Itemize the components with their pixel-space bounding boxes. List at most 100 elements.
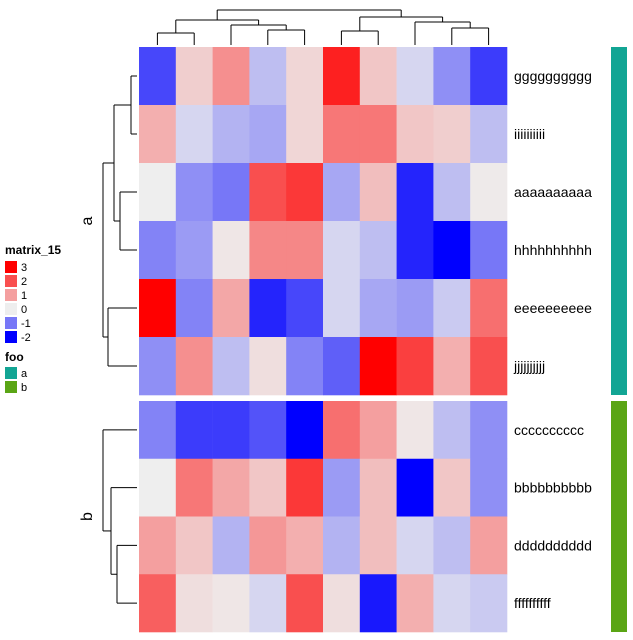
- row-group-label: b: [79, 512, 96, 521]
- heatmap-cell: [433, 574, 471, 633]
- row-label: ffffffffff: [514, 595, 551, 611]
- heatmap-cell: [286, 337, 324, 396]
- row-label: jjjjjjjjjj: [513, 358, 545, 374]
- heatmap-cell: [139, 574, 177, 633]
- heatmap-cell: [359, 105, 397, 164]
- heatmap-cell: [433, 221, 471, 280]
- heatmap-cell: [396, 279, 434, 338]
- annotation-swatch: [5, 381, 17, 393]
- heatmap-cells: [139, 47, 508, 633]
- heatmap-cell: [359, 574, 397, 633]
- heatmap-cell: [470, 401, 508, 460]
- heatmap-cell: [286, 458, 324, 517]
- legend-label: 3: [21, 262, 27, 274]
- heatmap-cell: [175, 163, 213, 222]
- heatmap-cell: [433, 458, 471, 517]
- heatmap-cell: [433, 163, 471, 222]
- heatmap-cell: [175, 458, 213, 517]
- heatmap-cell: [433, 105, 471, 164]
- legend-swatch: [5, 331, 17, 343]
- heatmap-cell: [323, 337, 361, 396]
- heatmap-cell: [175, 401, 213, 460]
- heatmap-cell: [139, 221, 177, 280]
- row-group-label: a: [79, 216, 96, 225]
- annotation-bar: [611, 47, 627, 632]
- heatmap-cell: [249, 458, 287, 517]
- heatmap-cell: [323, 458, 361, 517]
- heatmap-cell: [396, 105, 434, 164]
- heatmap-cell: [323, 516, 361, 575]
- heatmap-cell: [359, 279, 397, 338]
- heatmap-cell: [286, 47, 324, 106]
- heatmap-cell: [396, 401, 434, 460]
- heatmap-cell: [433, 279, 471, 338]
- heatmap-cell: [359, 163, 397, 222]
- heatmap-cell: [433, 401, 471, 460]
- heatmap-cell: [286, 401, 324, 460]
- legend-swatch: [5, 303, 17, 315]
- heatmap-cell: [212, 221, 250, 280]
- heatmap-cell: [433, 337, 471, 396]
- annotation-segment: [611, 47, 627, 395]
- heatmap-cell: [249, 279, 287, 338]
- heatmap-cell: [249, 516, 287, 575]
- heatmap-cell: [286, 279, 324, 338]
- heatmap-cell: [323, 163, 361, 222]
- heatmap-cell: [139, 105, 177, 164]
- heatmap-cell: [286, 574, 324, 633]
- row-label: aaaaaaaaaa: [514, 184, 592, 200]
- heatmap-cell: [212, 516, 250, 575]
- row-label: bbbbbbbbbb: [514, 480, 592, 496]
- heatmap-cell: [286, 221, 324, 280]
- legend-label: 1: [21, 290, 27, 302]
- heatmap-cell: [359, 401, 397, 460]
- heatmap-cell: [139, 47, 177, 106]
- heatmap-cell: [139, 516, 177, 575]
- heatmap-cell: [323, 401, 361, 460]
- heatmap-cell: [359, 337, 397, 396]
- heatmap-cell: [470, 105, 508, 164]
- heatmap-cell: [175, 337, 213, 396]
- heatmap-cell: [396, 574, 434, 633]
- heatmap-cell: [175, 105, 213, 164]
- legend-swatch: [5, 289, 17, 301]
- column-dendrogram: [156, 9, 490, 45]
- heatmap-cell: [249, 221, 287, 280]
- heatmap-cell: [212, 401, 250, 460]
- heatmap-cell: [396, 458, 434, 517]
- heatmap-cell: [433, 516, 471, 575]
- heatmap-cell: [323, 279, 361, 338]
- heatmap-cell: [470, 163, 508, 222]
- row-label: dddddddddd: [514, 537, 592, 553]
- heatmap-cell: [433, 47, 471, 106]
- heatmap-cell: [139, 458, 177, 517]
- heatmap-cell: [359, 47, 397, 106]
- heatmap-cell: [286, 105, 324, 164]
- heatmap-cell: [249, 163, 287, 222]
- annotation-swatch: [5, 367, 17, 379]
- legend-swatch: [5, 261, 17, 273]
- color-legend-title: matrix_15: [5, 243, 61, 257]
- heatmap-cell: [212, 105, 250, 164]
- heatmap-cell: [212, 279, 250, 338]
- heatmap-cell: [286, 163, 324, 222]
- row-dendrogram: [102, 75, 137, 604]
- legend-label: 0: [21, 304, 27, 316]
- color-legend-items: 3 2 1 0 -1 -2: [5, 261, 31, 344]
- row-label: cccccccccc: [514, 422, 584, 438]
- heatmap-cell: [249, 105, 287, 164]
- heatmap-cell: [212, 458, 250, 517]
- heatmap-cell: [470, 458, 508, 517]
- legend-swatch: [5, 275, 17, 287]
- row-label: eeeeeeeeee: [514, 300, 592, 316]
- heatmap-cell: [359, 458, 397, 517]
- heatmap-cell: [470, 221, 508, 280]
- heatmap-cell: [175, 221, 213, 280]
- heatmap-cell: [396, 47, 434, 106]
- heatmap-cell: [139, 401, 177, 460]
- heatmap-cell: [396, 516, 434, 575]
- row-label: hhhhhhhhhh: [514, 242, 592, 258]
- heatmap-cell: [470, 47, 508, 106]
- legend-swatch: [5, 317, 17, 329]
